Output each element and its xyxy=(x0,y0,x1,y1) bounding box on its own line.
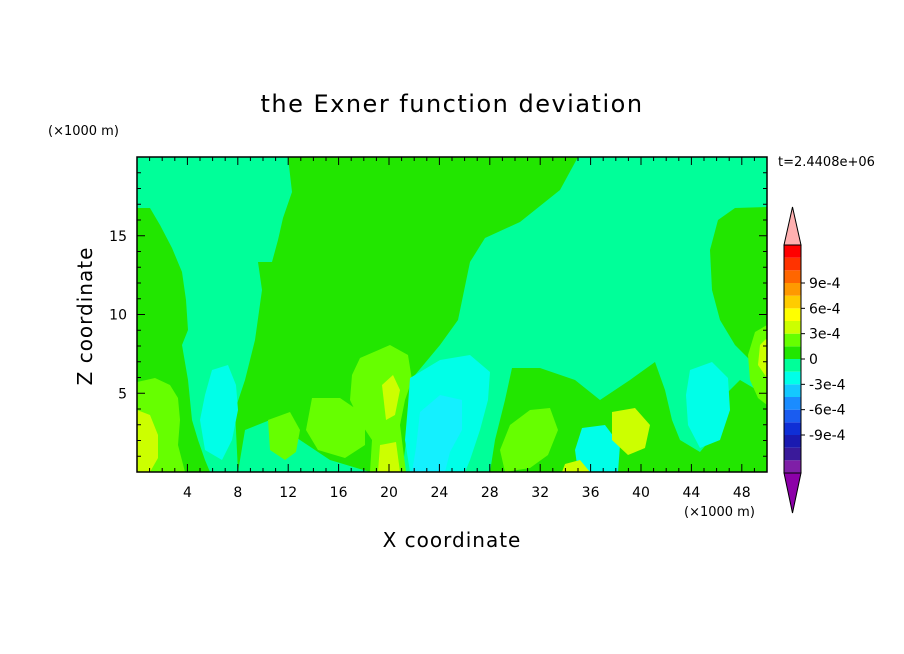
colorbar-over-arrow xyxy=(783,206,802,246)
colorbar-label: 6e-4 xyxy=(809,301,841,317)
y-tick-label: 15 xyxy=(109,229,127,245)
colorbar-label: 3e-4 xyxy=(809,327,841,343)
x-tick-label: 24 xyxy=(430,485,448,501)
x-axis-label: X coordinate xyxy=(383,528,522,552)
field-cyan-left xyxy=(200,365,238,460)
y-axis-label: Z coordinate xyxy=(73,247,97,386)
x-tick-label: 28 xyxy=(481,485,499,501)
colorbar-swatch xyxy=(784,422,801,435)
colorbar-swatch xyxy=(784,346,801,359)
field-lightcyan-center xyxy=(412,395,462,472)
colorbar-label: -9e-4 xyxy=(809,428,846,444)
x-axis-ticks: 4 8 12 16 20 24 28 32 36 40 44 48 xyxy=(149,157,755,501)
z-unit-label: (×1000 m) xyxy=(48,124,119,139)
x-tick-label: 20 xyxy=(380,485,398,501)
field-lightgreen-mid xyxy=(350,345,412,472)
field-yellowgreen-left xyxy=(137,410,158,472)
colorbar-swatch xyxy=(784,371,801,385)
colorbar-swatch xyxy=(784,447,801,461)
chart-title: the Exner function deviation xyxy=(260,90,643,118)
colorbar-swatch xyxy=(784,257,801,271)
colorbar-swatch xyxy=(784,435,801,448)
field-green-right-edge xyxy=(710,207,767,370)
x-tick-label: 4 xyxy=(183,485,192,501)
x-tick-label: 44 xyxy=(682,485,700,501)
colorbar-swatch xyxy=(784,321,801,334)
contour-field xyxy=(137,157,767,472)
time-label: t=2.4408e+06 xyxy=(778,155,875,170)
y-tick-label: 10 xyxy=(109,308,127,324)
field-lightgreen-lower xyxy=(268,412,300,460)
colorbar-label: 9e-4 xyxy=(809,276,841,292)
y-tick-label: 5 xyxy=(118,386,127,402)
field-yellowgreen-mid-base xyxy=(378,442,400,472)
colorbar-swatch xyxy=(784,397,801,410)
x-tick-label: 40 xyxy=(632,485,650,501)
colorbar-swatch xyxy=(784,384,801,397)
colorbar-swatch xyxy=(784,308,801,321)
field-lightgreen-right xyxy=(500,408,558,472)
colorbar-swatch xyxy=(784,409,801,423)
field-yellowgreen-mid xyxy=(382,375,400,420)
field-cyan-lower-right xyxy=(575,425,620,472)
colorbar-swatch xyxy=(784,270,801,283)
colorbar-swatch xyxy=(784,295,801,309)
field-green-upper xyxy=(235,157,578,472)
x-tick-label: 12 xyxy=(279,485,297,501)
x-unit-label: (×1000 m) xyxy=(684,505,755,520)
field-yellowgreen-edge-right xyxy=(758,338,767,378)
colorbar-label: -6e-4 xyxy=(809,403,846,419)
field-yellowgreen-bottom-right xyxy=(562,460,590,472)
colorbar-swatch xyxy=(784,460,801,473)
field-cyan-right xyxy=(686,362,730,448)
y-axis-ticks: 5 10 15 xyxy=(109,172,767,457)
colorbar-swatch xyxy=(784,359,801,372)
colorbar-label: 0 xyxy=(809,352,818,368)
x-tick-label: 36 xyxy=(582,485,600,501)
field-yellowgreen-right xyxy=(612,408,650,455)
x-tick-label: 16 xyxy=(330,485,348,501)
colorbar-swatch xyxy=(784,283,801,296)
colorbar-label: -3e-4 xyxy=(809,377,846,393)
colorbar-under-arrow xyxy=(783,472,802,514)
field-lightgreen-lower-b xyxy=(306,398,365,458)
colorbar: -9e-4 -6e-4 -3e-4 0 3e-4 6e-4 9e-4 xyxy=(783,206,846,514)
x-tick-label: 8 xyxy=(233,485,242,501)
x-tick-label: 32 xyxy=(531,485,549,501)
colorbar-swatch xyxy=(784,245,801,258)
colorbar-swatch xyxy=(784,333,801,347)
x-tick-label: 48 xyxy=(733,485,751,501)
